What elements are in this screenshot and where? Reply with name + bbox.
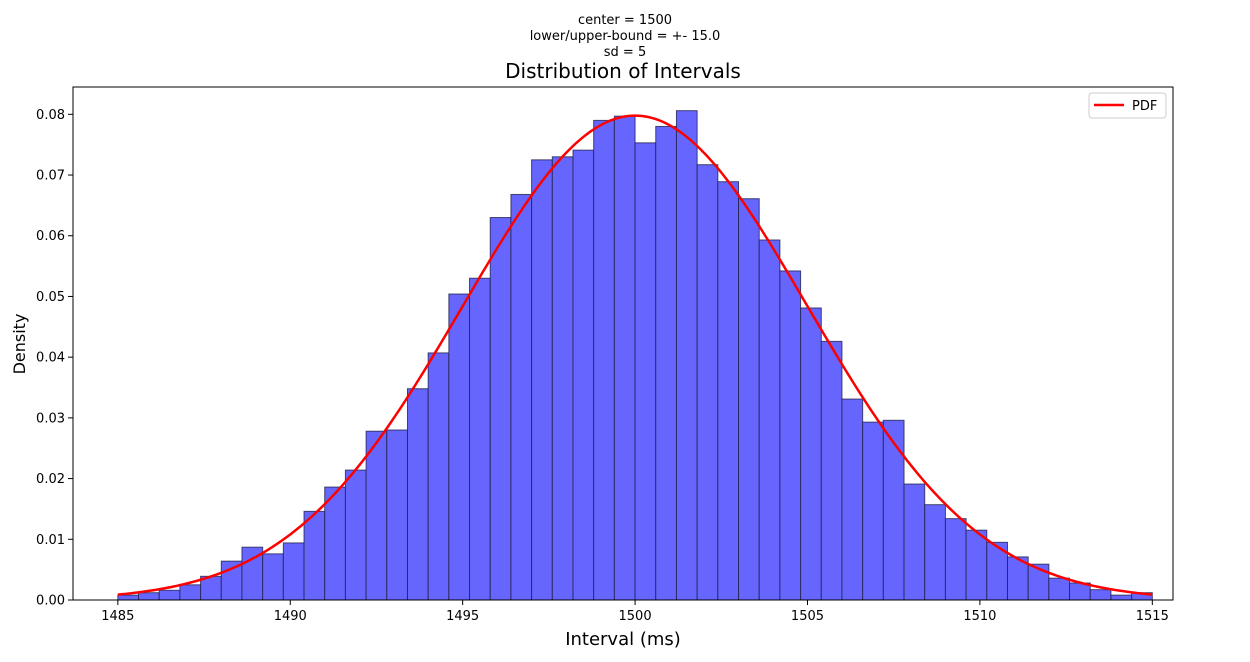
histogram-bar xyxy=(675,110,698,601)
histogram-bar xyxy=(862,421,884,601)
x-tick-label: 1515 xyxy=(1136,609,1169,624)
x-tick-label: 1510 xyxy=(963,609,996,624)
histogram-bar xyxy=(138,592,160,601)
histogram-bar xyxy=(551,156,574,601)
histogram-bar xyxy=(903,483,926,601)
histogram-bar xyxy=(262,553,284,601)
histogram-bar xyxy=(696,164,719,601)
y-tick-label: 0.01 xyxy=(36,533,65,548)
y-tick-label: 0.06 xyxy=(36,229,65,244)
histogram-bar xyxy=(386,429,408,601)
y-tick-label: 0.08 xyxy=(36,108,65,123)
histogram-bar xyxy=(531,159,553,601)
histogram-bar xyxy=(469,277,491,601)
histogram-bar xyxy=(882,419,905,601)
histogram-bar xyxy=(738,198,760,601)
histogram-bar xyxy=(779,270,802,601)
x-tick-label: 1485 xyxy=(101,609,134,624)
histogram-bar xyxy=(841,398,864,601)
histogram-bar xyxy=(220,560,243,601)
x-tick-label: 1500 xyxy=(619,609,652,624)
subtitle-line-1: center = 1500 xyxy=(578,13,672,28)
histogram-bar xyxy=(406,388,429,601)
x-axis: 1485 1490 1495 1500 1505 1510 1515 xyxy=(101,600,1169,624)
x-tick-label: 1490 xyxy=(274,609,307,624)
y-tick-label: 0.00 xyxy=(36,594,65,609)
histogram-bar xyxy=(758,239,781,601)
histogram-bar xyxy=(303,510,326,601)
histogram-bar xyxy=(944,518,967,601)
histogram-bar xyxy=(365,430,388,601)
histogram-bar xyxy=(655,125,677,601)
x-axis-label: Interval (ms) xyxy=(565,629,681,650)
y-tick-label: 0.03 xyxy=(36,411,65,426)
chart-header: center = 1500 lower/upper-bound = +- 15.… xyxy=(505,13,741,83)
histogram-bar xyxy=(572,149,595,601)
histogram-bar xyxy=(510,193,533,601)
y-tick-label: 0.07 xyxy=(36,169,65,184)
y-tick-label: 0.04 xyxy=(36,351,65,366)
histogram-bar xyxy=(965,529,988,601)
histogram-bar xyxy=(800,307,822,601)
histogram-bar xyxy=(820,340,843,601)
x-tick-label: 1495 xyxy=(446,609,479,624)
histogram-bar xyxy=(1048,577,1071,601)
plot-frame xyxy=(72,86,1174,601)
histogram-bar xyxy=(324,486,346,601)
histogram-bar xyxy=(1089,589,1112,601)
y-axis-label: Density xyxy=(10,314,29,375)
histogram-bar xyxy=(282,542,305,601)
histogram-bar xyxy=(613,115,636,601)
y-axis: 0.00 0.01 0.02 0.03 0.04 0.05 0.06 0.07 0.08 xyxy=(36,108,73,609)
histogram-bar xyxy=(344,469,367,601)
pdf-curve xyxy=(117,114,1153,596)
histogram-bar xyxy=(117,594,140,601)
chart-title: Distribution of Intervals xyxy=(505,59,741,83)
histogram-bar xyxy=(593,119,615,601)
legend-label-pdf: PDF xyxy=(1132,99,1157,114)
y-tick-label: 0.02 xyxy=(36,472,65,487)
histogram-bar xyxy=(717,181,740,601)
histogram-bar xyxy=(179,584,202,601)
histogram-bar xyxy=(158,589,181,601)
x-tick-label: 1505 xyxy=(791,609,824,624)
histogram-bar xyxy=(489,217,512,601)
histogram-bars xyxy=(117,110,1153,601)
histogram-bar xyxy=(924,504,946,601)
legend-box xyxy=(1088,92,1167,119)
subtitle-line-3: sd = 5 xyxy=(604,45,646,60)
histogram-bar xyxy=(1110,594,1133,601)
subtitle-line-2: lower/upper-bound = +- 15.0 xyxy=(530,29,721,44)
y-tick-label: 0.05 xyxy=(36,290,65,305)
histogram-bar xyxy=(448,293,471,601)
histogram-bar xyxy=(427,352,450,601)
legend: PDF xyxy=(1088,92,1167,119)
histogram-bar xyxy=(634,142,657,601)
